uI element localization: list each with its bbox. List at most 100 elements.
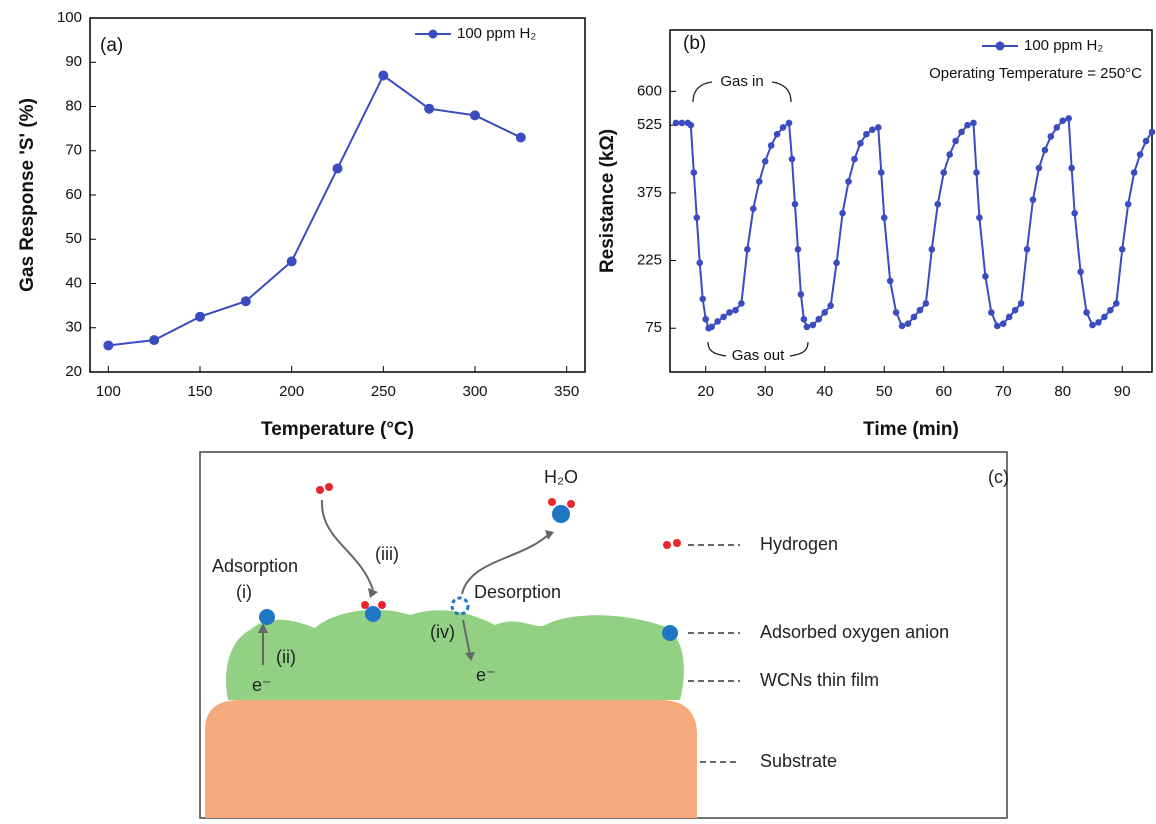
data-point: [857, 139, 864, 147]
data-point: [958, 128, 965, 136]
y-tick-label: 525: [637, 116, 662, 133]
annotation: (b): [683, 33, 706, 54]
data-point: [982, 273, 989, 280]
legend-label: 100 ppm H₂: [1024, 37, 1103, 54]
data-point: [773, 130, 781, 138]
legend-label: Hydrogen: [760, 534, 838, 554]
data-point: [779, 124, 787, 131]
data-point: [833, 259, 840, 267]
x-tick-label: 70: [995, 383, 1012, 400]
data-point: [1083, 309, 1090, 316]
hydrogen: [378, 601, 386, 609]
step-label: (iv): [430, 622, 455, 642]
data-point: [1095, 319, 1102, 326]
oxygen-anion: [365, 606, 381, 622]
substrate: [205, 700, 697, 818]
data-point: [809, 321, 817, 329]
data-point: [1023, 245, 1031, 253]
x-tick-label: 300: [462, 383, 487, 400]
data-point: [964, 121, 971, 129]
data-point: [378, 70, 389, 81]
thin-film: [226, 609, 684, 700]
step-label: (ii): [276, 647, 296, 667]
water-oxygen: [552, 505, 570, 523]
oxygen-anion: [662, 625, 678, 641]
arrow: [462, 619, 471, 656]
oxygen-anion: [259, 609, 275, 625]
y-tick-label: 50: [65, 230, 82, 247]
x-tick-label: 50: [876, 383, 893, 400]
data-point: [1077, 268, 1084, 276]
legend-label: Substrate: [760, 751, 837, 771]
y-tick-label: 100: [57, 9, 82, 26]
data-point: [1130, 169, 1138, 176]
x-axis-label: Time (min): [863, 419, 959, 440]
annotation: (a): [100, 35, 123, 56]
data-point: [839, 209, 846, 217]
data-point: [910, 313, 918, 321]
x-tick-label: 40: [816, 383, 833, 400]
x-tick-label: 350: [554, 383, 579, 400]
data-point: [1142, 137, 1150, 145]
data-point: [1089, 321, 1096, 329]
y-tick-label: 20: [65, 363, 82, 380]
data-point: [1071, 209, 1078, 217]
arrowhead: [465, 652, 475, 661]
data-point: [515, 132, 526, 143]
data-point: [970, 119, 977, 127]
data-point: [738, 300, 745, 307]
annotation-arrow: [692, 81, 713, 103]
data-point: [1053, 124, 1061, 131]
plot-frame: [669, 29, 1153, 373]
product-label: H₂O: [544, 467, 578, 487]
data-point: [750, 205, 757, 212]
data-point: [708, 323, 715, 331]
data-point: [678, 119, 686, 127]
hydrogen: [548, 498, 556, 506]
data-point: [1047, 133, 1055, 140]
data-point: [1011, 306, 1019, 314]
x-axis-label: Temperature (°C): [261, 419, 414, 440]
x-tick-label: 200: [279, 383, 304, 400]
data-point: [993, 322, 1001, 330]
step-label: (i): [236, 582, 252, 602]
data-point: [1059, 117, 1067, 124]
y-axis-label: Resistance (kΩ): [597, 129, 618, 273]
data-line: [108, 74, 522, 347]
panel-label: (c): [988, 467, 1009, 487]
x-tick-label: 250: [371, 383, 396, 400]
annotation: Gas in: [720, 73, 763, 90]
y-tick-label: 70: [65, 142, 82, 159]
data-point: [103, 340, 114, 351]
data-point: [988, 309, 995, 316]
data-point: [755, 178, 763, 185]
arrow: [461, 534, 549, 595]
data-point: [1112, 300, 1120, 307]
data-point: [761, 157, 769, 165]
y-tick-label: 600: [637, 82, 662, 99]
y-tick-label: 80: [65, 97, 82, 114]
data-point: [1068, 164, 1075, 172]
legend-marker: [428, 29, 438, 39]
arrowhead: [258, 623, 268, 633]
arrow: [320, 499, 374, 591]
data-point: [732, 306, 739, 314]
y-axis-label: Gas Response 'S' (%): [17, 98, 38, 292]
data-point: [934, 200, 942, 208]
annotation-arrow: [771, 81, 792, 103]
y-tick-label: 60: [65, 186, 82, 203]
hydrogen: [663, 541, 671, 549]
electron-label: e⁻: [252, 675, 272, 695]
data-point: [922, 300, 930, 307]
x-tick-label: 60: [935, 383, 952, 400]
data-point: [470, 110, 480, 121]
x-tick-label: 150: [187, 383, 212, 400]
data-point: [815, 315, 823, 323]
y-tick-label: 90: [65, 53, 82, 70]
data-point: [332, 163, 343, 174]
legend-label: 100 ppm H₂: [457, 25, 536, 42]
x-tick-label: 80: [1054, 383, 1071, 400]
hydrogen: [567, 500, 575, 508]
x-tick-label: 30: [757, 383, 774, 400]
